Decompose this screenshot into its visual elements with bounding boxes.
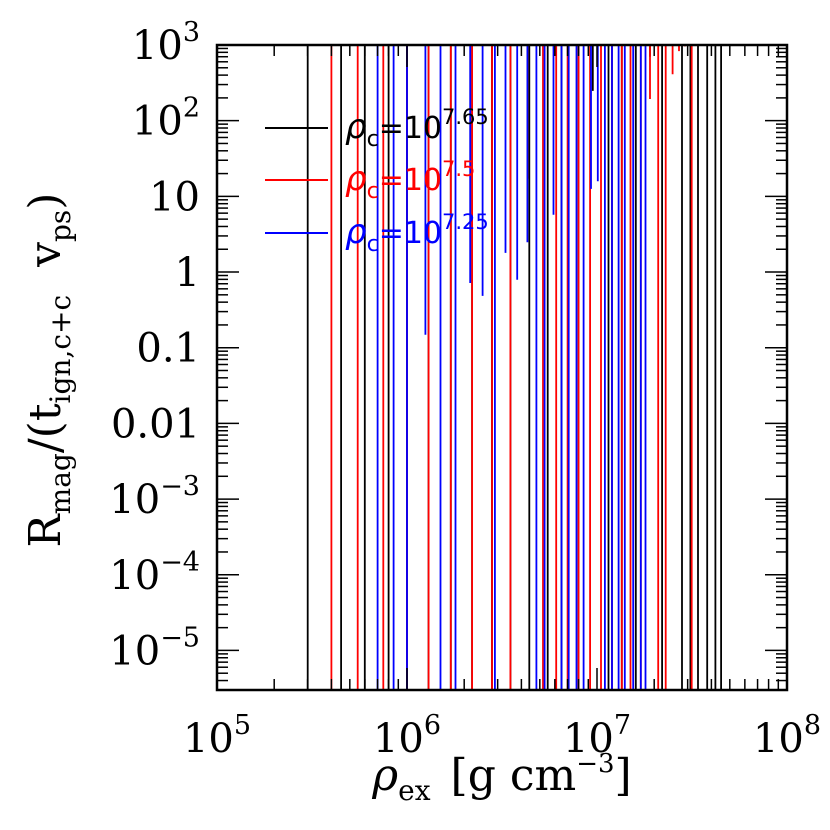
curve-series-0-20 bbox=[0, 0, 673, 693]
curve-series-2-19 bbox=[590, 45, 592, 189]
x-axis-symbol: ρ bbox=[371, 750, 398, 801]
legend: ρc=107.65 ρc=107.5 ρc=107.25 bbox=[265, 105, 489, 257]
y-tick-label: 102 bbox=[132, 93, 200, 145]
plot-frame bbox=[215, 43, 789, 692]
curve-series-2-27 bbox=[644, 45, 647, 690]
curve-series-0-14 bbox=[591, 45, 594, 91]
y-axis-mid: /(t bbox=[20, 403, 71, 453]
y-tick-label: 1 bbox=[175, 250, 200, 296]
curve-series-2-22 bbox=[611, 45, 613, 690]
curve-series-2-17 bbox=[575, 45, 578, 690]
curve-series-2-11 bbox=[526, 45, 529, 243]
ticks bbox=[216, 45, 787, 691]
curve-series-0-17 bbox=[634, 45, 637, 690]
curve-series-2-23 bbox=[617, 45, 620, 690]
x-axis-unit-exp: −3 bbox=[576, 749, 614, 779]
curve-series-1-22 bbox=[664, 45, 667, 690]
y-tick-label: 10−3 bbox=[109, 471, 200, 523]
curve-series-1-14 bbox=[589, 45, 591, 690]
curve-series-2-18 bbox=[582, 45, 585, 690]
y-tick-label: 0.1 bbox=[136, 326, 200, 372]
x-tick-labels: 105 106 107 108 bbox=[183, 710, 821, 762]
y-tick-label: 10 bbox=[149, 174, 200, 220]
x-axis-unit: [g cm bbox=[451, 750, 577, 801]
curve-series-2-25 bbox=[632, 45, 635, 690]
y-tick-label: 103 bbox=[132, 17, 200, 69]
legend-label: ρc=107.25 bbox=[345, 210, 489, 257]
x-tick-label: 105 bbox=[183, 710, 251, 762]
curve-series-1-25 bbox=[684, 45, 686, 47]
curve-series-0-18 bbox=[649, 45, 651, 57]
x-tick-label: 107 bbox=[563, 710, 631, 762]
x-axis-sub: ex bbox=[398, 774, 431, 807]
y-tick-label: 10−5 bbox=[109, 622, 200, 674]
y-tick-label: 0.01 bbox=[111, 401, 200, 447]
y-tick-label: 10−4 bbox=[109, 547, 200, 599]
curve-series-2-21 bbox=[604, 45, 606, 690]
y-axis-mid-sub: ign,c+c bbox=[44, 295, 77, 404]
y-axis-tail: v bbox=[20, 242, 71, 281]
curve-series-1-16 bbox=[611, 45, 613, 690]
curve-series-1-23 bbox=[671, 45, 674, 75]
x-axis-unit-close: ] bbox=[615, 750, 632, 801]
legend-label: ρc=107.65 bbox=[345, 105, 489, 152]
curve-series-2-24 bbox=[623, 45, 626, 690]
curve-series-1-20 bbox=[649, 45, 651, 99]
curve-series-1-21 bbox=[657, 45, 660, 690]
curve-series-2-20 bbox=[596, 45, 599, 182]
y-axis-lead-sub: mag bbox=[44, 453, 77, 514]
x-tick-label: 106 bbox=[373, 710, 441, 762]
y-axis-tail-sub: ps bbox=[44, 210, 77, 242]
x-tick-label: 108 bbox=[753, 710, 821, 762]
y-axis-lead: R bbox=[20, 512, 71, 547]
y-axis-label: Rmag/(tign,c+c vps) bbox=[20, 193, 77, 548]
y-axis-close: ) bbox=[20, 193, 71, 210]
x-axis-label: ρex [g cm−3] bbox=[371, 749, 631, 807]
curve-series-1-9 bbox=[526, 45, 529, 179]
legend-label: ρc=107.5 bbox=[345, 157, 475, 204]
